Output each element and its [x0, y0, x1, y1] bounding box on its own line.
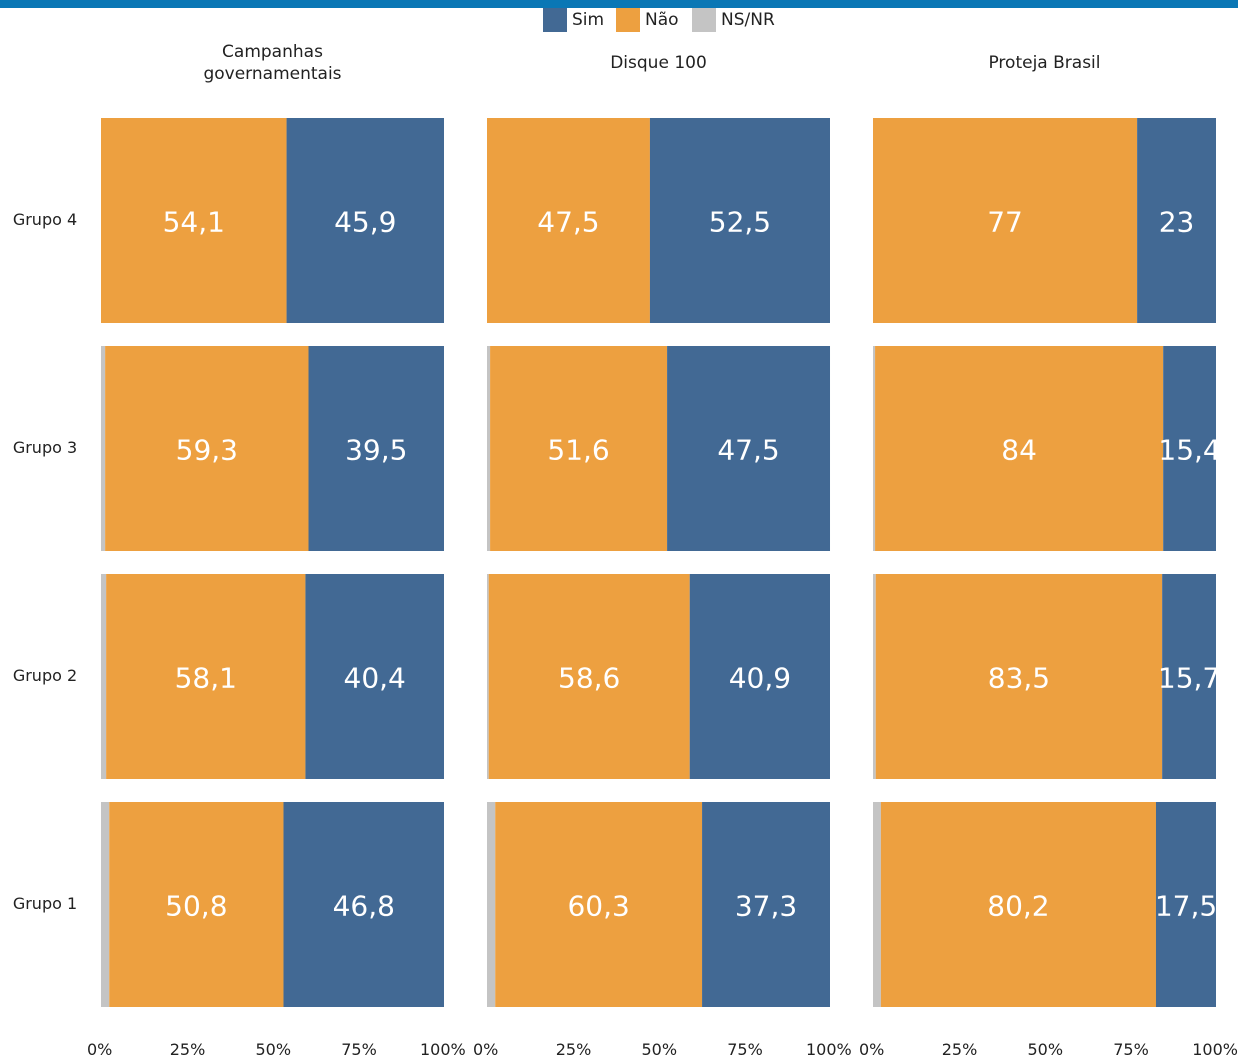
bar-campanhas-grupo-1-nao	[109, 802, 284, 1007]
value-label-disque-100-grupo-4-nao: 47,5	[537, 206, 599, 239]
row-label-grupo-1: Grupo 1	[12, 894, 78, 913]
x-tick-proteja-brasil-1: 25%	[941, 1040, 978, 1059]
bar-proteja-brasil-grupo-4-nao	[873, 118, 1138, 323]
bar-disque-100-grupo-3-nao	[490, 346, 668, 551]
value-label-proteja-brasil-grupo-3-nao: 84	[1001, 434, 1037, 467]
bar-proteja-brasil-grupo-1-sim	[1155, 802, 1216, 1007]
x-tick-campanhas-1: 25%	[169, 1040, 206, 1059]
x-tick-proteja-brasil-0: 0%	[859, 1040, 885, 1059]
value-label-proteja-brasil-grupo-2-sim: 15,7	[1158, 662, 1220, 695]
value-label-disque-100-grupo-3-sim: 47,5	[717, 434, 779, 467]
legend-label-nao: Não	[645, 10, 679, 30]
legend-swatch-nao	[616, 8, 640, 32]
bar-disque-100-grupo-2-nsnr	[487, 574, 489, 779]
x-tick-disque-100-1: 25%	[555, 1040, 592, 1059]
panel-title-campanhas: Campanhas governamentais	[203, 42, 342, 84]
value-label-campanhas-grupo-2-sim: 40,4	[344, 662, 406, 695]
x-tick-disque-100-2: 50%	[641, 1040, 678, 1059]
bar-proteja-brasil-grupo-4-sim	[1137, 118, 1216, 323]
bar-campanhas-grupo-3-sim	[308, 346, 444, 551]
value-label-campanhas-grupo-1-sim: 46,8	[333, 890, 395, 923]
value-label-proteja-brasil-grupo-4-sim: 23	[1159, 206, 1195, 239]
bar-campanhas-grupo-2-nsnr	[101, 574, 107, 779]
legend-swatch-nsnr	[692, 8, 716, 32]
row-label-grupo-4: Grupo 4	[12, 210, 78, 229]
value-label-campanhas-grupo-1-nao: 50,8	[165, 890, 227, 923]
value-label-disque-100-grupo-2-nao: 58,6	[558, 662, 620, 695]
legend-label-nsnr: NS/NR	[721, 10, 775, 30]
x-tick-disque-100-3: 75%	[727, 1040, 763, 1059]
legend-label-sim: Sim	[572, 10, 605, 30]
bar-proteja-brasil-grupo-3-nsnr	[873, 346, 876, 551]
bar-campanhas-grupo-2-sim	[305, 574, 444, 779]
x-tick-campanhas-3: 75%	[341, 1040, 377, 1059]
value-label-campanhas-grupo-2-nao: 58,1	[175, 662, 237, 695]
bar-proteja-brasil-grupo-2-nao	[875, 574, 1163, 779]
bar-disque-100-grupo-2-nao	[488, 574, 690, 779]
x-tick-proteja-brasil-2: 50%	[1027, 1040, 1064, 1059]
row-label-grupo-2: Grupo 2	[12, 666, 78, 685]
legend-swatch-sim	[543, 8, 567, 32]
x-tick-campanhas-4: 100%	[420, 1040, 466, 1059]
value-label-campanhas-grupo-4-sim: 45,9	[334, 206, 396, 239]
bar-proteja-brasil-grupo-3-sim	[1163, 346, 1216, 551]
bar-disque-100-grupo-3-nsnr	[487, 346, 491, 551]
x-tick-disque-100-4: 100%	[806, 1040, 852, 1059]
value-label-disque-100-grupo-1-nao: 60,3	[567, 890, 629, 923]
x-tick-campanhas-2: 50%	[255, 1040, 292, 1059]
value-label-campanhas-grupo-3-sim: 39,5	[345, 434, 407, 467]
value-label-campanhas-grupo-3-nao: 59,3	[176, 434, 238, 467]
panel-title-disque-100: Disque 100	[610, 53, 707, 73]
bar-proteja-brasil-grupo-2-sim	[1162, 574, 1216, 779]
bar-disque-100-grupo-4-nao	[487, 118, 650, 323]
x-tick-disque-100-0: 0%	[473, 1040, 499, 1059]
bar-disque-100-grupo-3-sim	[667, 346, 831, 551]
value-label-disque-100-grupo-4-sim: 52,5	[709, 206, 771, 239]
row-label-grupo-3: Grupo 3	[12, 438, 78, 457]
value-label-proteja-brasil-grupo-1-nao: 80,2	[987, 890, 1049, 923]
value-label-proteja-brasil-grupo-1-sim: 17,5	[1155, 890, 1217, 923]
bar-campanhas-grupo-2-nao	[106, 574, 306, 779]
value-label-disque-100-grupo-2-sim: 40,9	[729, 662, 791, 695]
value-label-proteja-brasil-grupo-3-sim: 15,4	[1158, 434, 1220, 467]
value-label-proteja-brasil-grupo-4-nao: 77	[987, 206, 1023, 239]
bar-disque-100-grupo-4-sim	[649, 118, 830, 323]
bar-proteja-brasil-grupo-1-nao	[880, 802, 1156, 1007]
bar-campanhas-grupo-1-sim	[283, 802, 444, 1007]
legend: Sim Não NS/NR	[0, 8, 1238, 32]
bar-proteja-brasil-grupo-3-nao	[875, 346, 1164, 551]
x-tick-campanhas-0: 0%	[87, 1040, 113, 1059]
value-label-disque-100-grupo-1-sim: 37,3	[735, 890, 797, 923]
x-tick-proteja-brasil-3: 75%	[1113, 1040, 1149, 1059]
bar-campanhas-grupo-3-nsnr	[101, 346, 106, 551]
bar-campanhas-grupo-3-nao	[105, 346, 309, 551]
bar-campanhas-grupo-4-nao	[101, 118, 287, 323]
bar-disque-100-grupo-2-sim	[689, 574, 830, 779]
panel-title-proteja-brasil: Proteja Brasil	[988, 53, 1101, 73]
value-label-proteja-brasil-grupo-2-nao: 83,5	[988, 662, 1050, 695]
value-label-disque-100-grupo-3-nao: 51,6	[547, 434, 609, 467]
bar-disque-100-grupo-1-nao	[495, 802, 703, 1007]
bar-disque-100-grupo-1-nsnr	[487, 802, 496, 1007]
bar-campanhas-grupo-4-sim	[286, 118, 444, 323]
top-accent-bar	[0, 0, 1238, 8]
x-tick-proteja-brasil-4: 100%	[1192, 1040, 1238, 1059]
bar-disque-100-grupo-1-sim	[702, 802, 830, 1007]
value-label-campanhas-grupo-4-nao: 54,1	[163, 206, 225, 239]
bar-proteja-brasil-grupo-2-nsnr	[873, 574, 876, 779]
bar-proteja-brasil-grupo-1-nsnr	[873, 802, 881, 1007]
bar-campanhas-grupo-1-nsnr	[101, 802, 110, 1007]
